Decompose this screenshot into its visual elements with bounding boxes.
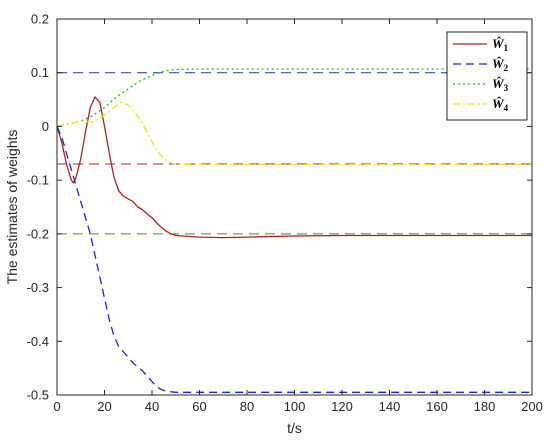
x-tick-label: 20 — [97, 399, 111, 414]
x-tick-label: 80 — [240, 399, 254, 414]
y-tick-label: -0.5 — [27, 388, 49, 403]
series-line-4 — [56, 101, 532, 166]
legend-box — [446, 31, 528, 121]
y-tick-label: -0.1 — [27, 173, 49, 188]
x-tick-label: 180 — [474, 399, 496, 414]
axis-ticks — [56, 18, 533, 396]
x-axis-label: t/s — [287, 420, 302, 436]
series-lines — [56, 68, 532, 393]
x-tick-label: 160 — [426, 399, 448, 414]
series-line-1 — [56, 96, 532, 239]
reference-lines — [57, 72, 532, 396]
x-tick-label: 140 — [379, 399, 401, 414]
y-tick-labels: -0.5 -0.4 -0.3 -0.2 -0.1 0 0.1 0.2 — [27, 12, 49, 403]
y-tick-label: 0 — [42, 119, 49, 134]
y-tick-label: -0.2 — [27, 226, 49, 241]
series-line-2 — [56, 126, 532, 393]
x-tick-label: 0 — [53, 399, 60, 414]
x-tick-label: 120 — [331, 399, 353, 414]
x-tick-label: 60 — [192, 399, 206, 414]
y-tick-label: 0.1 — [31, 65, 49, 80]
x-tick-label: 40 — [145, 399, 159, 414]
y-axis-label: The estimates of weights — [4, 130, 20, 285]
x-tick-label: 200 — [521, 399, 543, 414]
x-tick-label: 100 — [284, 399, 306, 414]
x-tick-labels: 0 20 40 60 80 100 120 140 160 180 200 — [53, 399, 542, 414]
y-tick-label: 0.2 — [31, 12, 49, 27]
y-tick-label: -0.3 — [27, 280, 49, 295]
y-tick-label: -0.4 — [27, 334, 49, 349]
